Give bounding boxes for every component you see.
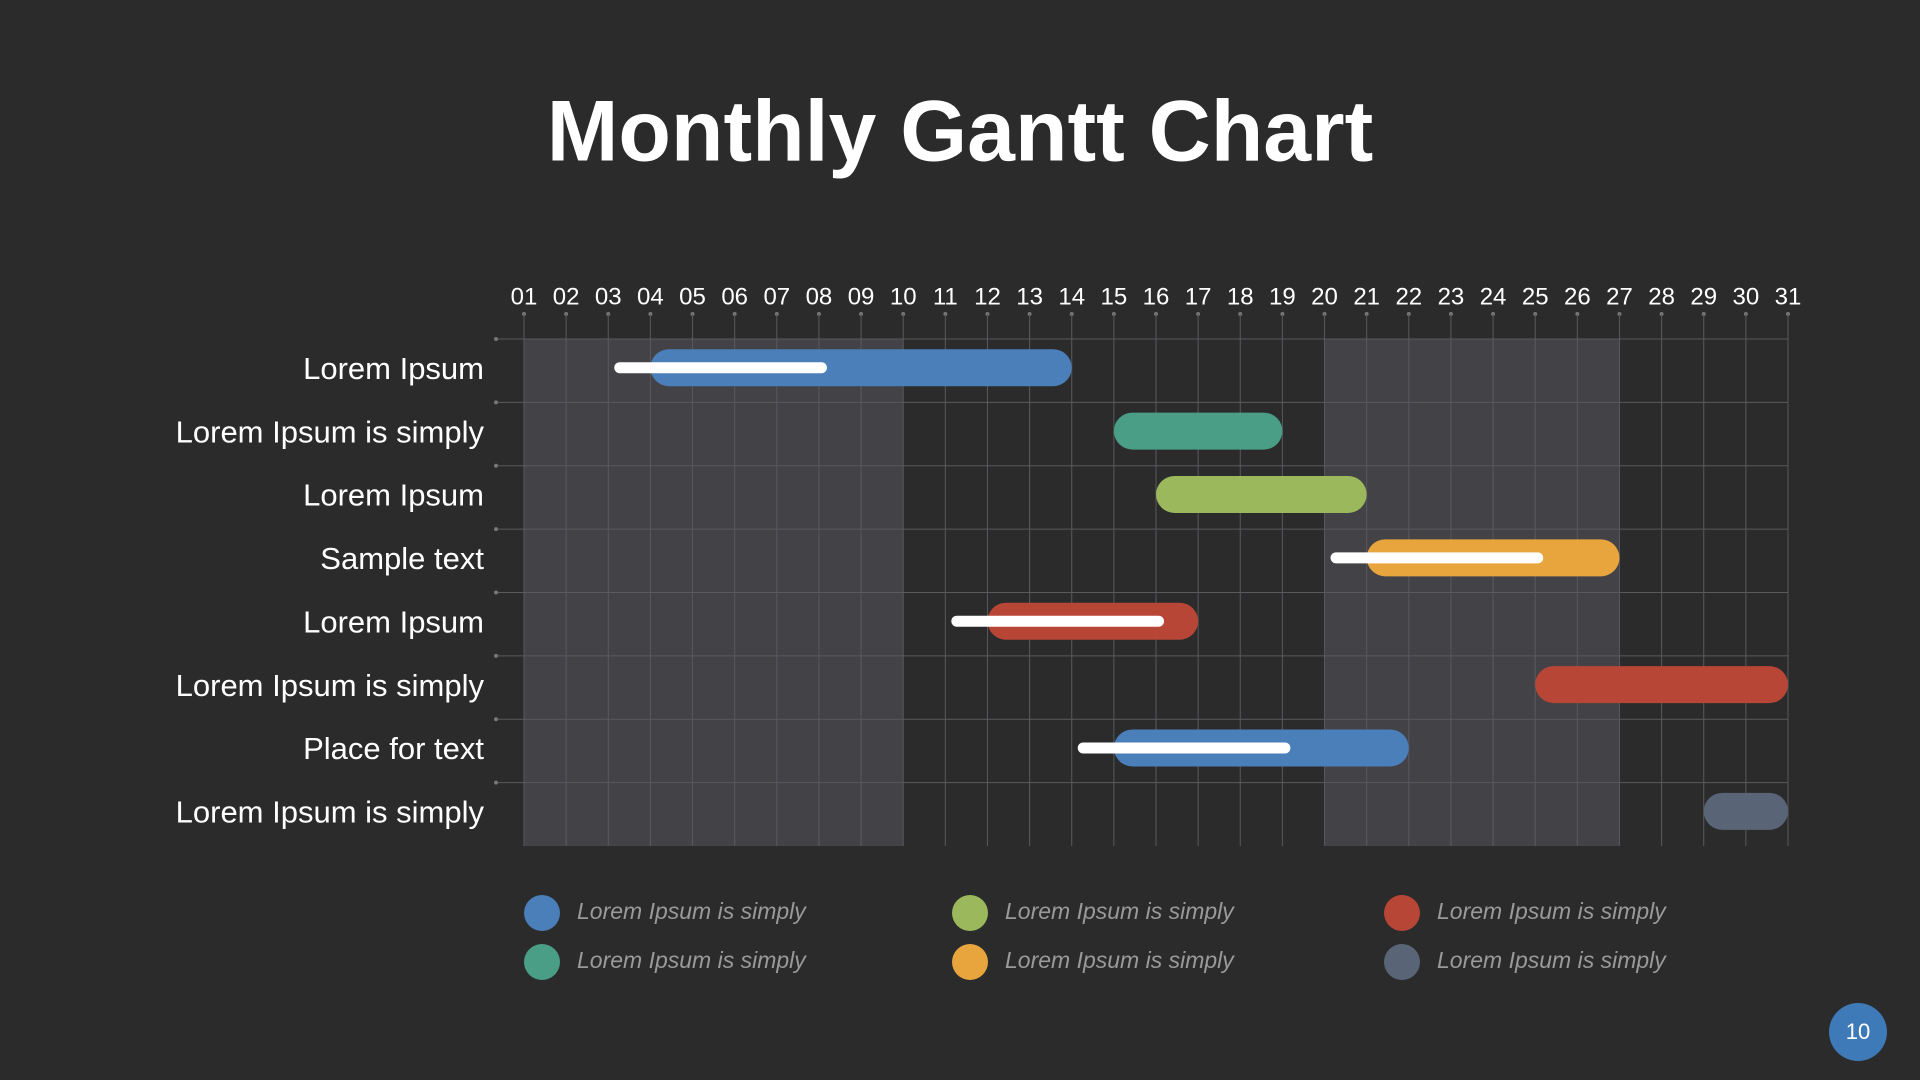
x-tick-label: 24 <box>1480 283 1507 310</box>
legend-label: Lorem Ipsum is simply <box>1437 947 1667 973</box>
x-tick-label: 05 <box>679 283 706 310</box>
page-badge <box>1829 1003 1887 1061</box>
x-tick-label: 01 <box>511 283 538 310</box>
legend-swatch <box>952 895 988 931</box>
x-tick-label: 14 <box>1058 283 1085 310</box>
row-dot <box>494 780 498 785</box>
row-dot <box>494 590 498 595</box>
x-tick-label: 16 <box>1143 283 1170 310</box>
x-tick-label: 26 <box>1564 283 1591 310</box>
row-dot <box>494 527 498 532</box>
task-bar <box>650 349 1072 387</box>
x-tick-label: 21 <box>1353 283 1380 310</box>
x-tick-label: 08 <box>806 283 833 310</box>
x-tick-label: 29 <box>1690 283 1717 310</box>
progress-bar <box>951 615 1164 627</box>
x-tick-label: 28 <box>1648 283 1675 310</box>
row-label: Place for text <box>303 731 484 766</box>
row-dot <box>494 653 498 658</box>
x-tick-label: 30 <box>1733 283 1760 310</box>
x-tick-label: 11 <box>933 283 958 310</box>
progress-bar <box>1330 552 1544 564</box>
progress-bar <box>614 362 827 374</box>
row-label: Lorem Ipsum <box>303 351 484 386</box>
row-label: Lorem Ipsum is simply <box>176 795 485 830</box>
x-tick-label: 27 <box>1606 283 1633 310</box>
progress-bar <box>1077 742 1291 754</box>
task-bar <box>1113 412 1283 450</box>
row-label: Sample text <box>320 541 484 576</box>
x-tick-label: 12 <box>974 283 1001 310</box>
x-tick-label: 23 <box>1438 283 1465 310</box>
x-tick-label: 17 <box>1185 283 1212 310</box>
legend-label: Lorem Ipsum is simply <box>577 947 807 973</box>
row-dot <box>494 337 498 341</box>
row-dot <box>494 463 498 468</box>
x-tick-label: 15 <box>1101 283 1128 310</box>
row-label: Lorem Ipsum is simply <box>176 668 485 703</box>
legend-swatch <box>524 944 560 980</box>
legend-swatch <box>1384 895 1420 931</box>
row-label: Lorem Ipsum <box>303 604 484 639</box>
chart-title: Monthly Gantt Chart <box>547 84 1374 180</box>
row-dot <box>494 400 498 405</box>
x-tick-label: 03 <box>595 283 622 310</box>
x-tick-label: 10 <box>890 283 917 310</box>
page-number: 10 <box>1846 1019 1870 1044</box>
legend-swatch <box>1384 944 1420 980</box>
x-tick-label: 13 <box>1016 283 1043 310</box>
task-bar <box>1535 666 1788 704</box>
legend-label: Lorem Ipsum is simply <box>1005 898 1235 924</box>
task-bar <box>1156 475 1367 513</box>
x-tick-label: 04 <box>637 283 664 310</box>
x-tick-label: 18 <box>1227 283 1254 310</box>
x-tick-label: 19 <box>1269 283 1296 310</box>
x-tick-label: 31 <box>1775 283 1802 310</box>
row-label: Lorem Ipsum <box>303 478 484 513</box>
row-dot <box>494 717 498 722</box>
x-tick-label: 20 <box>1311 283 1338 310</box>
x-tick-label: 22 <box>1395 283 1422 310</box>
x-tick-label: 07 <box>763 283 790 310</box>
x-tick-label: 25 <box>1522 283 1549 310</box>
x-tick-label: 02 <box>553 283 580 310</box>
legend-swatch <box>524 895 560 931</box>
legend-swatch <box>952 944 988 980</box>
task-bar <box>1703 792 1788 830</box>
legend-label: Lorem Ipsum is simply <box>1437 898 1667 924</box>
legend-label: Lorem Ipsum is simply <box>1005 947 1235 973</box>
x-tick-label: 06 <box>721 283 748 310</box>
row-label: Lorem Ipsum is simply <box>176 414 485 449</box>
x-tick-label: 09 <box>848 283 875 310</box>
legend-label: Lorem Ipsum is simply <box>577 898 807 924</box>
